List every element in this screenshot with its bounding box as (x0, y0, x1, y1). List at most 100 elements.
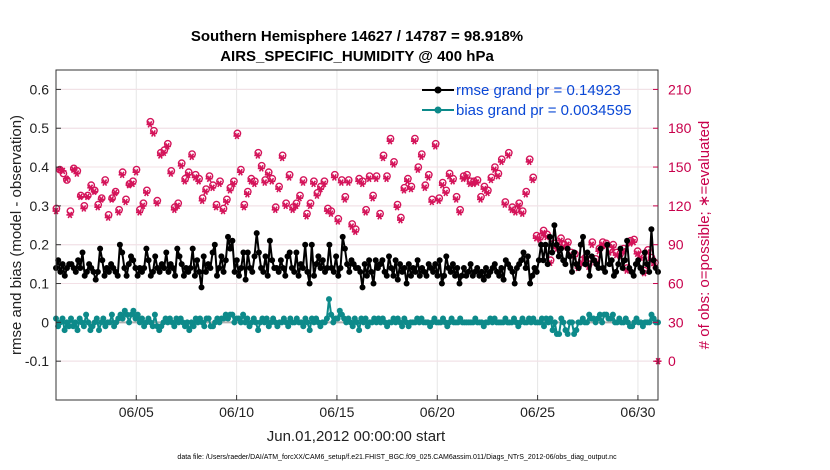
obs-evaluated-point (348, 223, 356, 230)
obs-evaluated-point (153, 199, 161, 207)
bias-point (349, 323, 356, 330)
rmse-point (75, 257, 82, 264)
rmse-point (77, 265, 84, 271)
bias-point (119, 315, 126, 322)
rmse-point (121, 265, 128, 271)
bias-point (65, 323, 72, 330)
obs-evaluated-point (108, 196, 116, 203)
rmse-point (460, 265, 467, 271)
obs-evaluated-point (160, 149, 168, 157)
rmse-point (194, 257, 201, 264)
rmse-point (202, 268, 209, 275)
rmse-point (222, 257, 229, 264)
y2-tick-label: 150 (668, 159, 692, 175)
bias-point (584, 319, 590, 326)
y-tick-label: 0.2 (30, 237, 50, 253)
rmse-point (150, 268, 156, 275)
obs-evaluated-point (473, 179, 481, 186)
bias-point (304, 319, 311, 326)
rmse-point (641, 249, 648, 256)
obs-evaluated-point (216, 180, 223, 188)
rmse-point (156, 268, 163, 275)
rmse-point (584, 249, 591, 256)
rmse-point (344, 261, 351, 268)
obs-evaluated-point (90, 188, 98, 196)
obs-evaluated-point (230, 180, 237, 188)
rmse-point (646, 268, 653, 275)
rmse-series (53, 222, 661, 291)
rmse-point (582, 261, 589, 268)
rmse-point (571, 249, 578, 256)
bias-point (85, 319, 92, 326)
rmse-point (613, 268, 620, 275)
rmse-point (225, 233, 231, 240)
rmse-point (412, 268, 419, 275)
rmse-point (533, 268, 540, 275)
obs-evaluated-point (313, 192, 321, 199)
rmse-point (163, 249, 170, 256)
rmse-point (231, 268, 238, 275)
rmse-point (441, 272, 448, 279)
y-axis-ticks: -0.1 0 0.1 0.2 0.3 0.4 0.5 0.6 (25, 81, 61, 369)
obs-evaluated-point (73, 170, 81, 177)
bias-point (149, 323, 156, 330)
obs-evaluated-point (344, 179, 352, 186)
obs-evaluated-point (383, 175, 391, 183)
bias-point (551, 319, 558, 326)
rmse-point (438, 280, 445, 287)
rmse-point (335, 272, 342, 279)
y2-tick-label: 120 (668, 198, 692, 214)
chart-subtitle: AIRS_SPECIFIC_HUMIDITY @ 400 hPa (220, 48, 494, 65)
obs-evaluated-point (285, 174, 293, 181)
rmse-point (262, 253, 269, 260)
obs-evaluated-point (390, 161, 397, 168)
rmse-point (233, 257, 240, 264)
legend-bias-marker (434, 106, 442, 114)
rmse-point (189, 245, 196, 252)
obs-evaluated-point (511, 208, 519, 216)
bias-point (237, 319, 244, 326)
rmse-point (227, 245, 234, 252)
rmse-point (540, 257, 547, 264)
obs-evaluated-point (243, 190, 251, 198)
rmse-point (72, 268, 79, 275)
obs-evaluated-point (191, 174, 199, 181)
rmse-point (602, 268, 609, 275)
rmse-point (577, 241, 584, 248)
obs-evaluated-point (463, 174, 471, 181)
rmse-point (569, 268, 575, 275)
bias-point (538, 315, 545, 322)
rmse-point (229, 237, 236, 244)
obs-evaluated-point (115, 208, 123, 216)
bias-point (106, 319, 113, 326)
rmse-point (538, 241, 545, 248)
bias-point (96, 327, 102, 334)
obs-evaluated-point (633, 250, 641, 258)
rmse-point (319, 257, 326, 264)
rmse-point (465, 268, 472, 275)
obs-evaluated-point (358, 180, 366, 188)
obs-evaluated-point (480, 185, 488, 193)
rmse-point (619, 265, 626, 271)
y2-tick-label: 210 (668, 81, 692, 97)
bias-point (83, 311, 90, 318)
obs-evaluated-point (442, 189, 450, 197)
bias-point (80, 323, 87, 330)
obs-evaluated-point (257, 164, 265, 172)
obs-evaluated-point (271, 206, 279, 214)
rmse-point (558, 245, 564, 252)
y2-tick-label: 0 (668, 353, 676, 369)
obs-evaluated-point (431, 142, 439, 150)
obs-evaluated-point (76, 193, 84, 201)
obs-evaluated-point (393, 203, 401, 211)
rmse-point (97, 245, 104, 252)
rmse-point (174, 245, 181, 252)
obs-evaluated-point (449, 177, 457, 185)
obs-evaluated-point (334, 218, 342, 225)
obs-evaluated-point (233, 132, 241, 140)
rmse-point (255, 249, 262, 256)
rmse-point (604, 241, 611, 248)
legend: rmse grand pr = 0.14923 bias grand pr = … (422, 82, 632, 119)
rmse-point (386, 253, 392, 260)
